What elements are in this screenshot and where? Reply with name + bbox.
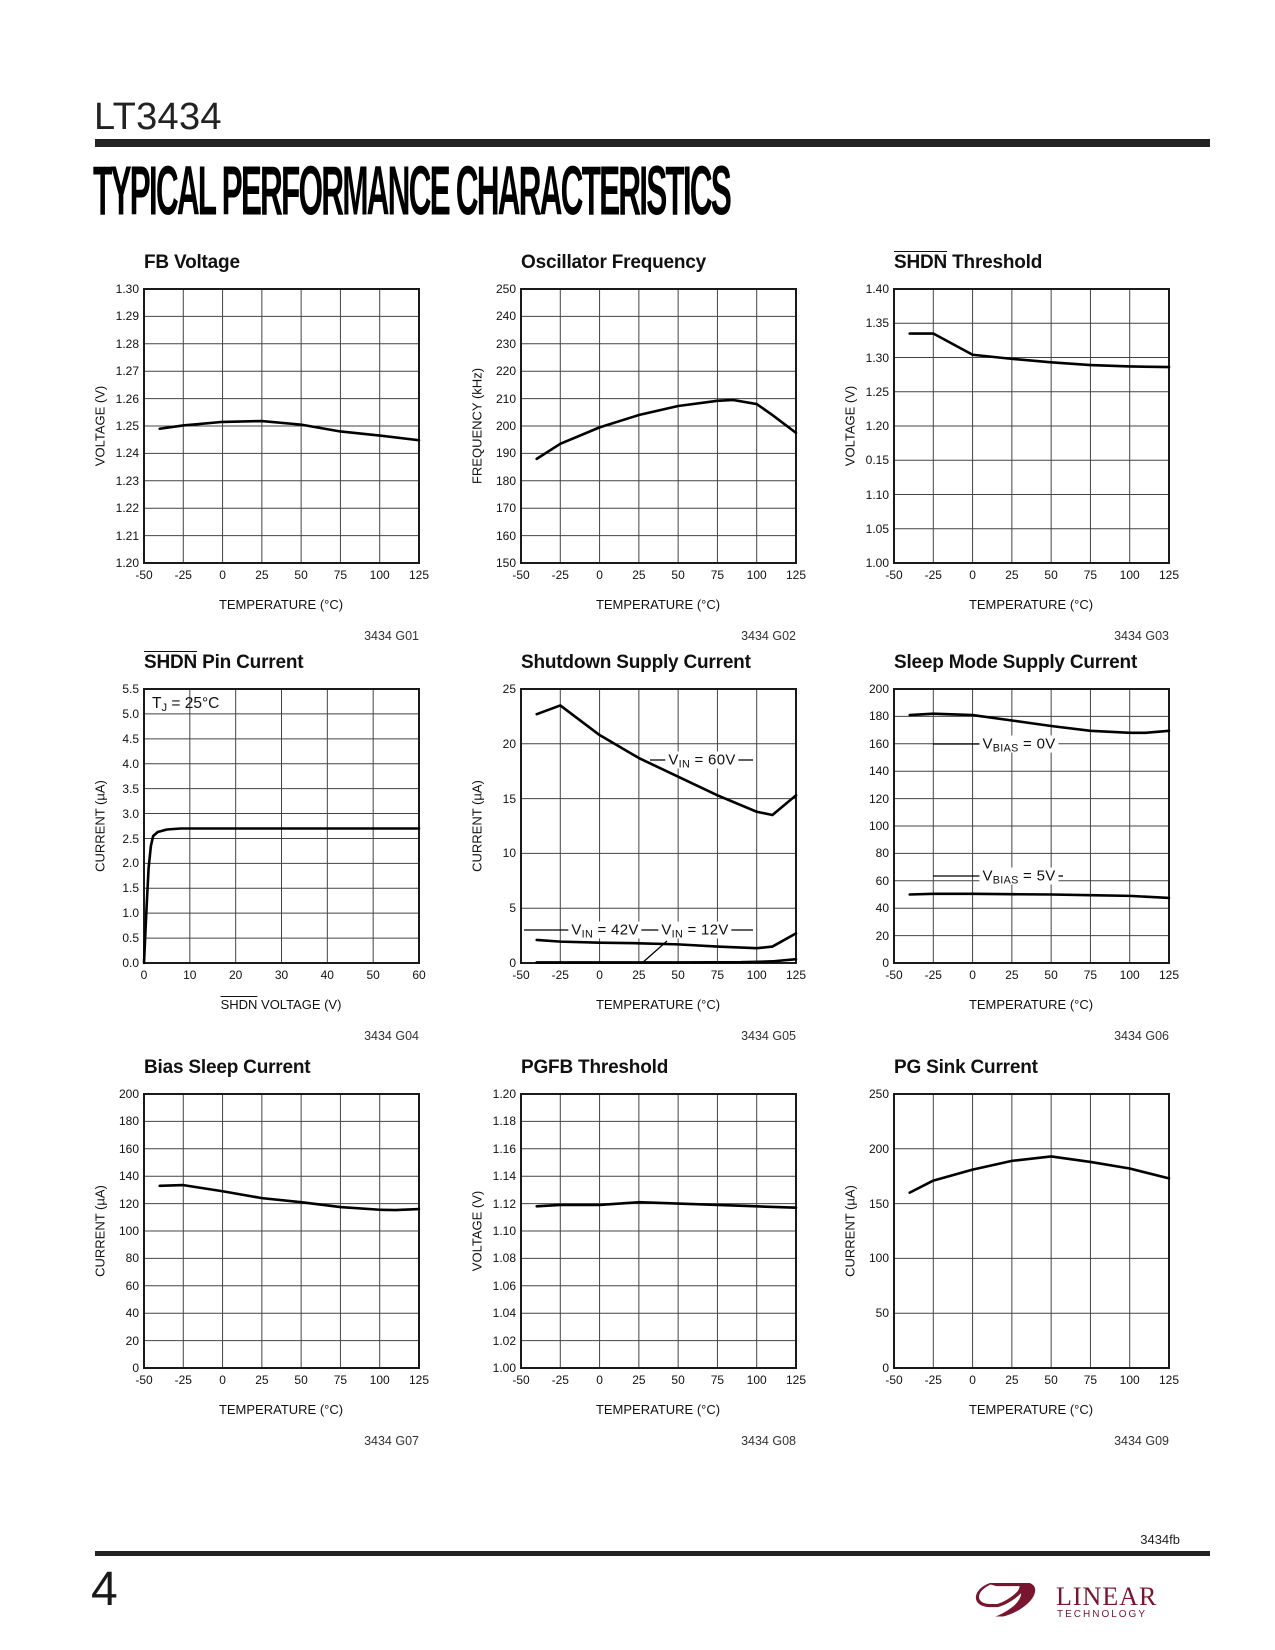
- svg-text:TECHNOLOGY: TECHNOLOGY: [1057, 1609, 1147, 1620]
- svg-text:LINEAR: LINEAR: [1056, 1582, 1157, 1611]
